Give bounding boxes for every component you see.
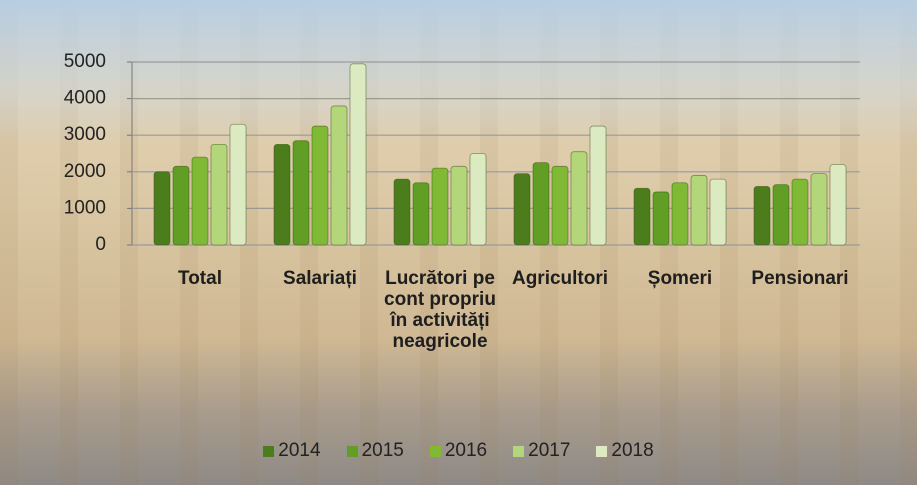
legend-swatch: [263, 445, 275, 457]
x-tick-label: Agricultori: [511, 268, 609, 289]
bar: [829, 164, 847, 246]
legend: 2014 2015 2016 2017 2018: [0, 440, 917, 462]
bar: [810, 173, 828, 246]
y-tick-label: 1000: [64, 197, 106, 218]
bar: [273, 143, 291, 246]
x-tick-label: Salariați: [283, 268, 357, 289]
y-tick-label: 0: [95, 234, 106, 255]
legend-swatch: [429, 445, 441, 457]
bar: [210, 143, 228, 246]
bar: [791, 178, 809, 246]
bar: [772, 184, 790, 246]
legend-label: 2015: [361, 440, 404, 461]
bar: [431, 167, 449, 246]
bar: [349, 63, 367, 246]
legend-item: 2018: [596, 440, 654, 462]
bar: [690, 175, 708, 246]
legend-item: 2014: [263, 440, 321, 462]
bar: [532, 162, 550, 246]
x-tick-label: Șomeri: [647, 268, 713, 289]
bar: [412, 182, 430, 246]
bar: [513, 173, 531, 246]
legend-item: 2017: [513, 440, 570, 462]
legend-label: 2014: [278, 440, 321, 461]
x-tick-label: Total: [178, 268, 222, 289]
bar: [469, 153, 487, 246]
bar: [311, 125, 329, 246]
y-tick-label: 2000: [64, 161, 106, 182]
legend-label: 2018: [611, 440, 654, 461]
legend-label: 2017: [528, 440, 571, 461]
bar: [589, 125, 607, 246]
legend-item: 2015: [346, 440, 404, 462]
bar: [652, 191, 670, 246]
bar: [172, 165, 190, 246]
bar: [671, 182, 689, 246]
y-tick-label: 4000: [64, 88, 106, 109]
bar: [191, 156, 209, 246]
bar: [153, 171, 171, 246]
y-tick-label: 3000: [64, 124, 106, 145]
bar: [229, 123, 247, 246]
bar: [570, 151, 588, 246]
legend-swatch: [346, 445, 358, 457]
y-tick-label: 5000: [64, 51, 106, 72]
legend-item: 2016: [429, 440, 488, 462]
legend-swatch: [513, 445, 525, 457]
bar: [292, 140, 310, 246]
legend-label: 2016: [444, 440, 488, 461]
x-tick-label: Lucrători pe cont propriu în activități …: [384, 268, 496, 352]
x-tick-label: Pensionari: [751, 268, 849, 289]
legend-swatch: [596, 445, 608, 457]
bar: [330, 105, 348, 246]
bar: [633, 187, 651, 246]
bar: [551, 165, 569, 246]
bar: [393, 178, 411, 246]
bar: [450, 165, 468, 246]
bar: [753, 186, 771, 246]
bar: [709, 178, 727, 246]
